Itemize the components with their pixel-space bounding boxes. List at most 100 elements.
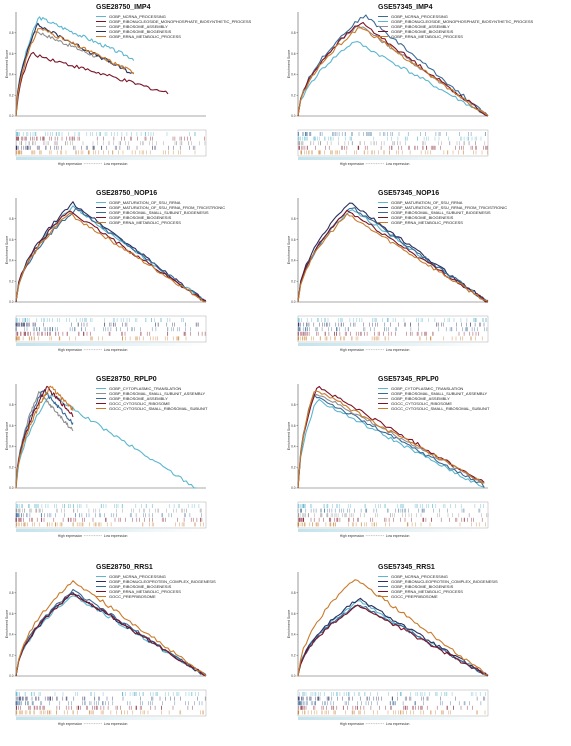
legend-label: GOBP_RIBOSOMAL_SMALL_SUBUNIT_BIOGENESIS [391, 210, 491, 215]
legend-label: GOCC_PREPRIBOSOME [109, 594, 156, 599]
gsea-plot: 0.0 0.2 0.4 0.6 0.8 Enrichment Score High expr… [5, 384, 207, 538]
legend-swatch [378, 30, 388, 33]
legend-label: GOBP_NCRNA_PROCESSING [109, 14, 166, 19]
legend-item: GOBP_RIBOSOME_BIOGENESIS [378, 584, 498, 589]
legend-item: GOBP_NCRNA_PROCESSING [96, 14, 251, 19]
y-tick-label: 0.2 [291, 465, 296, 469]
es-curve-4 [297, 21, 489, 117]
gsea-plot: 0.0 0.2 0.4 0.6 0.8 Enrichment Score High expr… [5, 12, 207, 166]
y-tick-label: 0.4 [291, 259, 296, 263]
rank-gradient-bar [16, 717, 206, 720]
legend-label: GOBP_RIBOSOMAL_SMALL_SUBUNIT_ASSEMBLY [391, 391, 488, 396]
hit-strip-frame [297, 129, 489, 157]
es-curve-3 [15, 207, 207, 303]
y-axis-label: Enrichment Score [5, 236, 9, 265]
legend-swatch [96, 402, 106, 405]
y-tick-label: 0.6 [291, 52, 296, 56]
legend-item: GOBP_RIBOSOME_BIOGENESIS [378, 29, 533, 34]
legend-item: GOCC_CYTOSOLIC_SMALL_RIBOSOMAL_SUBUNIT [96, 406, 207, 411]
legend-item: GOCC_PREPRIBOSOME [96, 594, 216, 599]
y-tick-label: 0.2 [9, 279, 14, 283]
x-label-high: High expression [340, 534, 364, 538]
legend-swatch [96, 30, 106, 33]
legend-swatch [96, 20, 106, 23]
x-label-high: High expression [58, 348, 82, 352]
y-tick-label: 0.6 [291, 424, 296, 428]
y-tick-label: 0.4 [9, 259, 14, 263]
x-label-high: High expression [58, 534, 82, 538]
legend-item: GOCC_CYTOSOLIC_RIBOSOME [378, 401, 489, 406]
y-tick-label: 0.6 [291, 612, 296, 616]
x-label-low: Low expression [386, 722, 410, 726]
y-axis-label: Enrichment Score [287, 236, 291, 265]
legend-label: GOBP_CYTOPLASMIC_TRANSLATION [391, 386, 464, 391]
legend-item: GOBP_RRNA_METABOLIC_PROCESS [378, 220, 507, 225]
gsea-panel: 0.0 0.2 0.4 0.6 0.8 Enrichment Score High expr… [4, 4, 284, 186]
y-axis-label: Enrichment Score [287, 422, 291, 451]
legend: GOBP_NCRNA_PROCESSING GOBP_RIBONUCLEOSIDE… [378, 14, 533, 39]
gsea-plot: 0.0 0.2 0.4 0.6 0.8 Enrichment Score High expr… [287, 572, 489, 726]
legend-item: GOBP_RRNA_METABOLIC_PROCESS [378, 589, 498, 594]
es-curve-5 [15, 385, 74, 489]
legend-item: GOBP_CYTOPLASMIC_TRANSLATION [96, 386, 207, 391]
gsea-plot: 0.0 0.2 0.4 0.6 0.8 Enrichment Score High expr… [5, 572, 207, 726]
legend-item: GOBP_RIBOSOME_ASSEMBLY [96, 396, 207, 401]
y-tick-label: 0.8 [291, 403, 296, 407]
y-tick-label: 0.8 [291, 217, 296, 221]
legend-item: GOBP_RIBOSOME_BIOGENESIS [378, 215, 507, 220]
legend-item: GOBP_RRNA_METABOLIC_PROCESS [96, 220, 225, 225]
legend-item: GOBP_MATURATION_OF_SSU_RRNA_FROM_TRICIST… [96, 205, 225, 210]
es-curve-2 [15, 592, 207, 677]
legend-swatch [378, 20, 388, 23]
x-label-high: High expression [340, 722, 364, 726]
es-curve-3 [15, 30, 127, 115]
legend-swatch [96, 585, 106, 588]
es-curve-4 [15, 210, 207, 302]
legend-swatch [378, 590, 388, 593]
panel-title: GSE28750_IMP4 [96, 4, 151, 11]
es-curve-1 [297, 398, 485, 489]
legend-label: GOBP_MATURATION_OF_SSU_RRNA_FROM_TRICIST… [391, 205, 508, 210]
legend-item: GOBP_RRNA_METABOLIC_PROCESS [378, 34, 533, 39]
y-tick-label: 0.2 [9, 653, 14, 657]
panel-title: GSE28750_NOP16 [96, 190, 158, 197]
legend-swatch [96, 211, 106, 214]
legend-label: GOCC_CYTOSOLIC_RIBOSOME [109, 401, 171, 406]
gsea-panel: 0.0 0.2 0.4 0.6 0.8 Enrichment Score High expr… [4, 564, 284, 746]
legend-label: GOBP_MATURATION_OF_SSU_RRNA [391, 200, 463, 205]
gsea-plot: 0.0 0.2 0.4 0.6 0.8 Enrichment Score High expr… [287, 12, 489, 166]
legend-swatch [96, 15, 106, 18]
gsea-panel: 0.0 0.2 0.4 0.6 0.8 Enrichment Score High expr… [286, 376, 566, 558]
legend-swatch [96, 25, 106, 28]
legend-swatch [96, 392, 106, 395]
gsea-plot: 0.0 0.2 0.4 0.6 0.8 Enrichment Score High expr… [287, 198, 489, 352]
x-label-high: High expression [340, 162, 364, 166]
y-axis-label: Enrichment Score [5, 422, 9, 451]
legend-swatch [378, 397, 388, 400]
rank-gradient-bar [298, 717, 488, 720]
legend-label: GOBP_RIBOSOMAL_SMALL_SUBUNIT_BIOGENESIS [109, 210, 209, 215]
legend-item: GOBP_RIBOSOMAL_SMALL_SUBUNIT_BIOGENESIS [378, 210, 507, 215]
legend-swatch [378, 25, 388, 28]
legend-label: GOCC_CYTOSOLIC_SMALL_RIBOSOMAL_SUBUNIT [109, 406, 208, 411]
es-curve-1 [15, 595, 207, 677]
rank-gradient-bar [298, 529, 488, 532]
legend-label: GOBP_MATURATION_OF_SSU_RRNA [109, 200, 181, 205]
hit-marks [15, 132, 206, 155]
y-axis-label: Enrichment Score [5, 50, 9, 79]
legend-item: GOBP_RIBOSOME_ASSEMBLY [96, 24, 251, 29]
x-label-low: Low expression [386, 162, 410, 166]
legend-label: GOBP_NCRNA_PROCESSING [391, 14, 448, 19]
es-curve-3 [15, 588, 207, 677]
y-tick-label: 0.0 [291, 674, 296, 678]
es-curve-3 [297, 24, 489, 117]
hit-strip-frame [15, 129, 207, 157]
y-tick-label: 0.0 [291, 114, 296, 118]
legend-item: GOCC_PREPRIBOSOME [378, 594, 498, 599]
legend-item: GOBP_RIBOSOME_ASSEMBLY [378, 24, 533, 29]
legend-label: GOBP_RIBOSOME_ASSEMBLY [391, 24, 450, 29]
legend-swatch [96, 221, 106, 224]
legend-swatch [378, 211, 388, 214]
legend-swatch [96, 206, 106, 209]
